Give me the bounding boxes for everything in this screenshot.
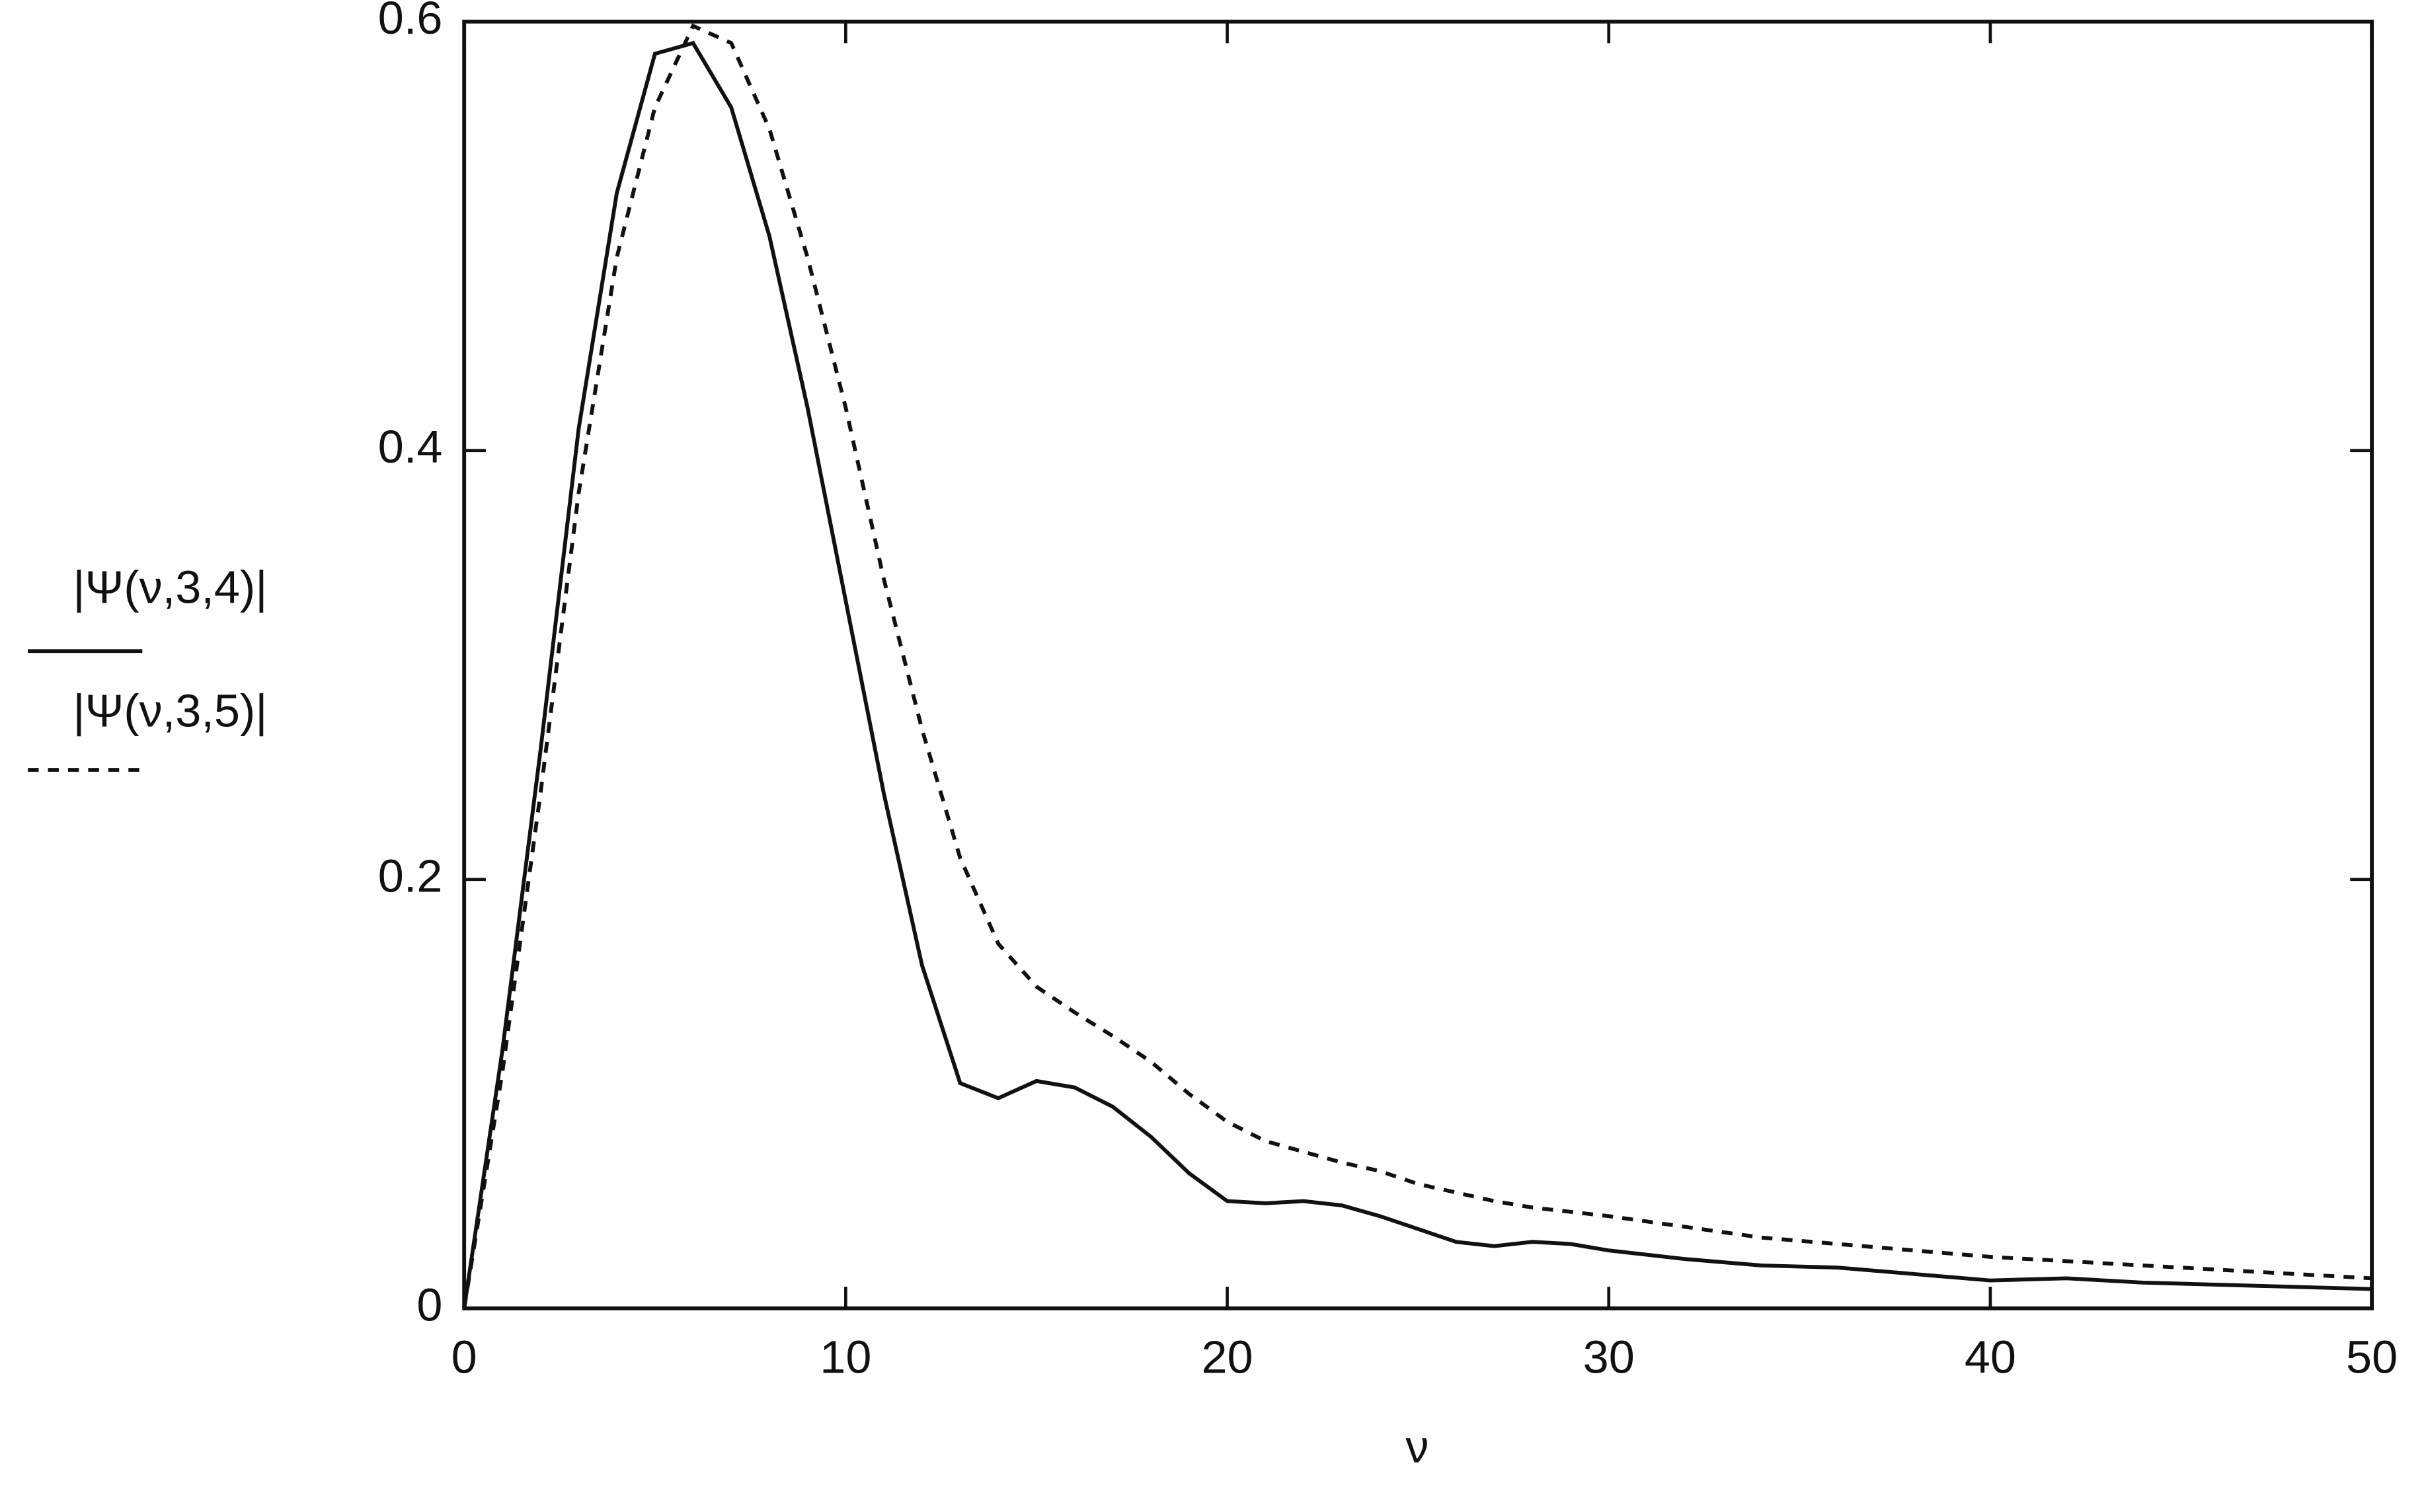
legend-label: |Ψ(ν,3,5)| — [73, 685, 267, 737]
x-axis-label: ν — [1405, 1421, 1428, 1472]
x-tick-label: 20 — [1201, 1332, 1253, 1383]
y-tick-label: 0.4 — [378, 421, 443, 472]
series-line — [462, 40, 2372, 1309]
x-tick-label: 50 — [2346, 1332, 2398, 1383]
series-line — [462, 23, 2372, 1309]
x-tick-label: 30 — [1583, 1332, 1635, 1383]
y-tick-label: 0.6 — [378, 0, 443, 44]
legend-label: |Ψ(ν,3,4)| — [73, 562, 267, 613]
y-tick-label: 0.2 — [378, 850, 443, 901]
x-tick-label: 0 — [451, 1332, 477, 1383]
x-tick-label: 10 — [820, 1332, 871, 1383]
y-tick-label: 0 — [416, 1279, 442, 1330]
plot-frame — [462, 19, 2374, 1310]
x-tick-label: 40 — [1965, 1332, 2016, 1383]
